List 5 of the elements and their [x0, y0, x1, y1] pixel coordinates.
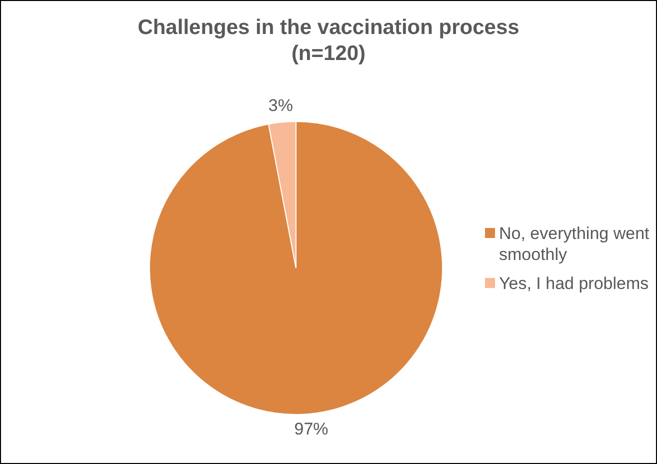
data-label: 97% — [294, 419, 328, 438]
data-label: 3% — [268, 96, 293, 115]
legend-label: No, everything went smoothly — [499, 223, 650, 265]
chart-title: Challenges in the vaccination process (n=120) — [136, 15, 520, 67]
legend-label: Yes, I had problems — [499, 273, 649, 294]
